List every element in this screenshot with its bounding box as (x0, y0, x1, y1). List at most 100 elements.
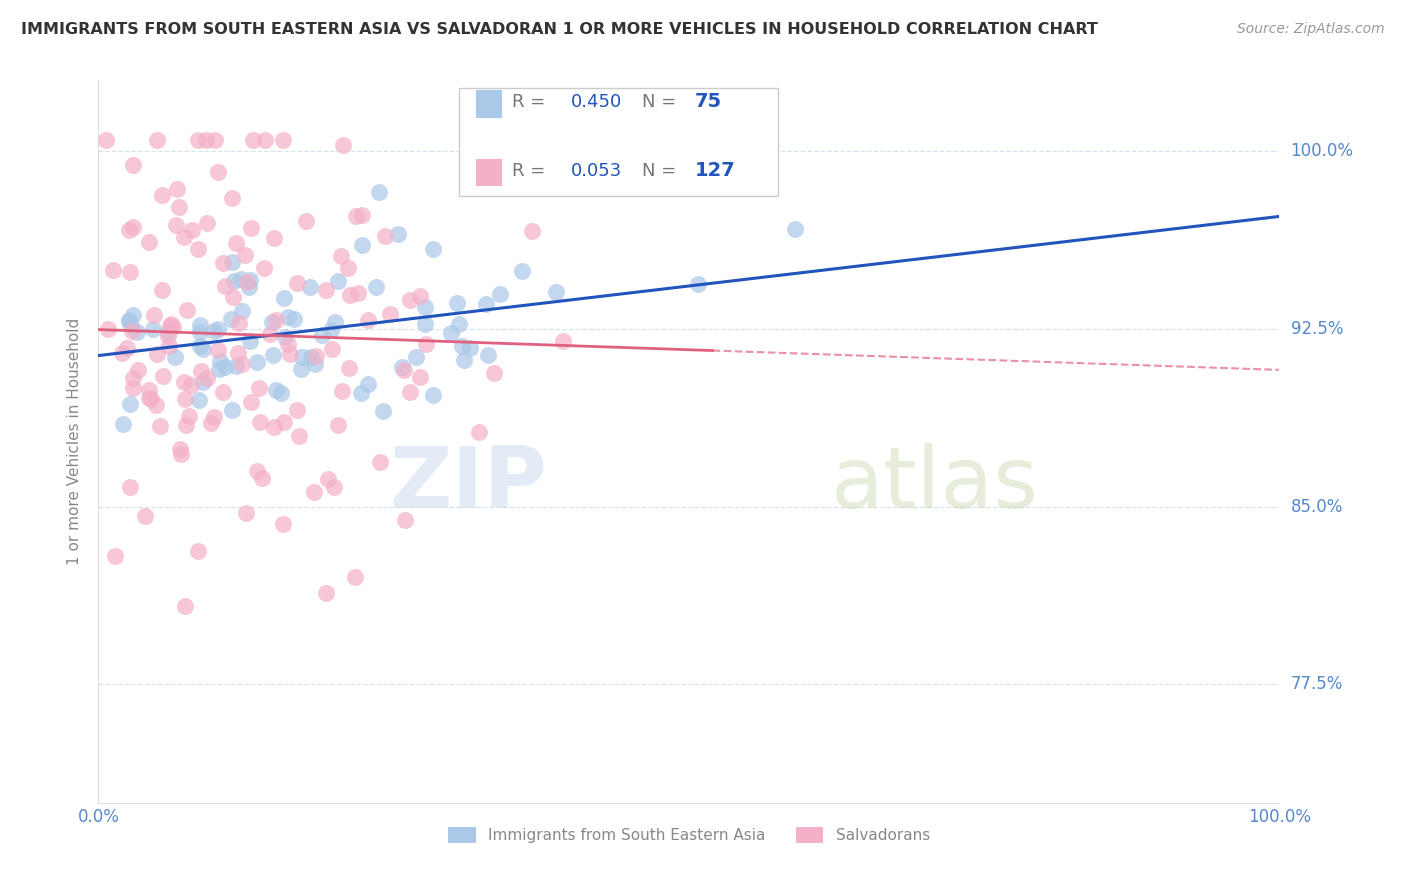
Point (440, 326, 463, 341)
Point (207, 322, 229, 336)
Point (253, 261, 276, 276)
Point (122, 219, 145, 234)
Text: R =: R = (512, 93, 551, 111)
Legend: Immigrants from South Eastern Asia, Salvadorans: Immigrants from South Eastern Asia, Salv… (441, 822, 936, 849)
Point (458, 342, 481, 356)
Point (519, 132, 541, 146)
Point (165, 350, 187, 364)
Point (323, 480, 346, 494)
Point (208, 353, 231, 368)
Point (247, 381, 270, 395)
Point (357, 376, 380, 391)
Point (121, 371, 143, 385)
Point (228, 346, 250, 360)
Point (169, 442, 191, 456)
Point (477, 348, 499, 362)
Text: R =: R = (512, 161, 551, 179)
Point (134, 508, 156, 523)
Point (125, 325, 148, 339)
Point (94, 132, 117, 146)
Text: atlas: atlas (831, 443, 1039, 526)
Point (138, 391, 160, 405)
Point (336, 260, 359, 275)
Point (180, 377, 202, 392)
Point (166, 182, 188, 196)
Text: IMMIGRANTS FROM SOUTH EASTERN ASIA VS SALVADORAN 1 OR MORE VEHICLES IN HOUSEHOLD: IMMIGRANTS FROM SOUTH EASTERN ASIA VS SA… (21, 22, 1098, 37)
Point (233, 248, 256, 262)
Point (262, 347, 284, 361)
Text: 85.0%: 85.0% (1291, 498, 1343, 516)
Point (544, 285, 567, 300)
Point (150, 283, 173, 297)
Point (405, 350, 427, 364)
Bar (477, 159, 502, 186)
Point (347, 285, 370, 300)
Point (409, 369, 432, 384)
Point (193, 343, 215, 357)
Point (221, 191, 243, 205)
Point (387, 227, 409, 242)
Point (253, 132, 276, 146)
Point (285, 403, 308, 417)
Point (214, 359, 236, 374)
Point (165, 218, 187, 232)
Point (246, 354, 269, 368)
Point (290, 361, 312, 376)
Point (157, 339, 180, 353)
Point (294, 214, 316, 228)
Point (118, 265, 141, 279)
Point (330, 384, 353, 398)
Point (510, 264, 533, 278)
Point (273, 415, 295, 429)
Point (304, 357, 326, 371)
Point (156, 325, 179, 339)
Point (283, 312, 305, 326)
Point (120, 319, 142, 334)
Point (121, 324, 143, 338)
Point (200, 416, 222, 430)
Point (174, 392, 197, 407)
Point (224, 274, 246, 288)
Point (350, 385, 373, 400)
Point (143, 308, 166, 322)
Point (343, 570, 366, 584)
Point (138, 383, 160, 397)
Point (103, 263, 125, 277)
Point (231, 304, 253, 318)
Point (173, 375, 195, 389)
Point (187, 242, 209, 256)
Point (366, 280, 388, 294)
Point (207, 164, 229, 178)
Point (339, 288, 361, 302)
Point (236, 276, 259, 290)
Point (350, 238, 373, 252)
Point (323, 315, 346, 329)
Point (326, 274, 349, 288)
Point (127, 363, 149, 377)
Point (319, 323, 342, 337)
Point (181, 223, 204, 237)
Point (111, 345, 134, 359)
Text: 100.0%: 100.0% (1291, 143, 1354, 161)
Point (97, 322, 120, 336)
Point (208, 361, 231, 376)
Point (138, 235, 160, 250)
Point (285, 276, 308, 290)
Point (118, 223, 141, 237)
Point (357, 312, 380, 326)
Point (118, 314, 141, 328)
Point (214, 278, 236, 293)
Point (277, 310, 299, 325)
Point (146, 132, 169, 146)
Point (188, 392, 211, 407)
Bar (477, 90, 502, 118)
Text: ZIP: ZIP (389, 443, 547, 526)
Point (152, 188, 174, 202)
Point (118, 313, 141, 327)
Point (299, 279, 322, 293)
Point (273, 132, 295, 146)
Point (373, 404, 395, 418)
Point (520, 224, 543, 238)
Point (176, 302, 198, 317)
Point (195, 216, 218, 230)
